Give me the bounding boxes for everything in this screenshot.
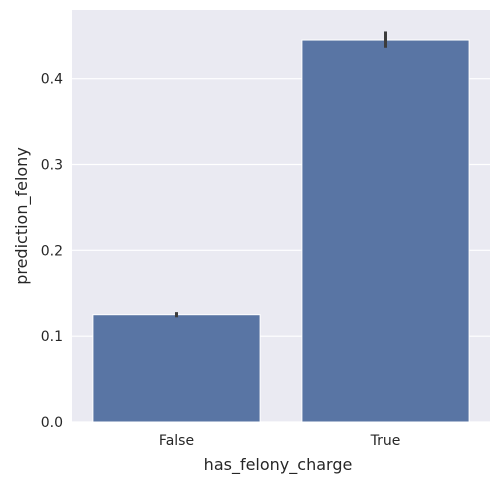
x-axis-label: has_felony_charge [204, 455, 353, 475]
y-tick-label: 0.1 [41, 329, 63, 345]
x-tick-label: False [159, 433, 194, 449]
x-axis-ticks: False True [159, 433, 400, 449]
y-tick-label: 0.0 [41, 415, 63, 431]
y-tick-label: 0.2 [41, 243, 63, 259]
bars [92, 39, 470, 423]
y-tick-label: 0.3 [41, 158, 63, 174]
error-bars [175, 31, 387, 318]
y-axis-ticks: 0.0 0.1 0.2 0.3 0.4 [41, 72, 63, 431]
y-tick-label: 0.4 [41, 72, 63, 88]
x-tick-label: True [370, 433, 401, 449]
bar-false [92, 314, 261, 423]
bar-true [301, 39, 470, 423]
y-axis-label: prediction_felony [12, 147, 32, 285]
